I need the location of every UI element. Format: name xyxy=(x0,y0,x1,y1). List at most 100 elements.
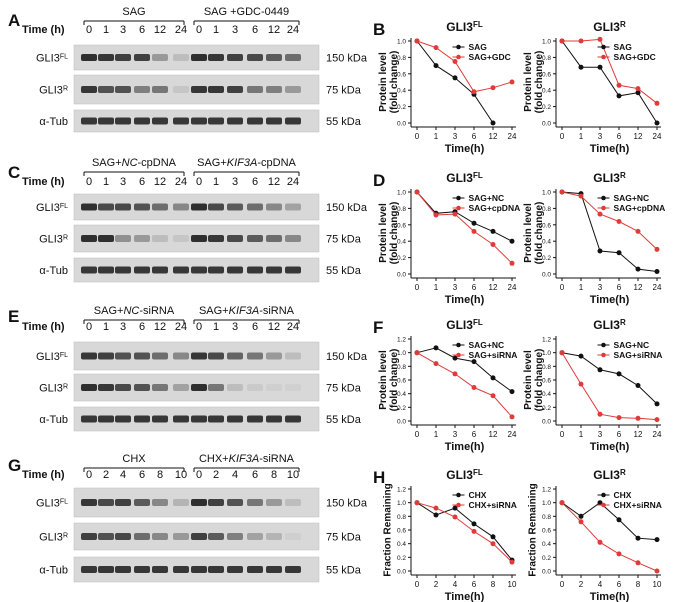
x-tick-label: 12 xyxy=(634,283,643,292)
lane-label: 12 xyxy=(268,24,280,36)
legend-label: SAG+siRNA xyxy=(614,350,663,360)
protein-sup: R xyxy=(63,383,68,390)
blot-band xyxy=(173,266,189,274)
x-axis-label: Time(h) xyxy=(590,591,630,602)
data-point xyxy=(654,269,660,274)
data-point xyxy=(471,528,477,534)
blot-band xyxy=(208,203,224,211)
blot-band xyxy=(266,54,282,61)
lane-label: 2 xyxy=(213,469,219,481)
data-point xyxy=(471,521,477,527)
group-label: SAG+KIF3A-cpDNA xyxy=(197,157,296,169)
legend-label: CHX+siRNA xyxy=(469,500,517,510)
blot-band xyxy=(285,235,301,242)
data-point xyxy=(654,537,660,543)
blot-band xyxy=(285,415,301,423)
x-tick-label: 0 xyxy=(560,580,565,589)
legend-label: SAG+NC xyxy=(469,340,505,350)
protein-sup: R xyxy=(63,532,68,539)
group-label-segment: SAG xyxy=(122,6,145,18)
blot-band xyxy=(81,54,97,61)
blot-band xyxy=(227,54,243,61)
blot-band xyxy=(208,533,224,540)
blot-band xyxy=(285,203,301,211)
legend-label: SAG xyxy=(614,42,633,52)
data-point xyxy=(509,414,515,420)
series-line xyxy=(416,502,513,561)
blot-band xyxy=(227,266,243,274)
x-tick-label: 12 xyxy=(634,132,643,141)
data-point xyxy=(471,220,477,226)
data-point xyxy=(559,500,565,506)
data-point xyxy=(578,513,584,519)
data-point xyxy=(597,64,603,70)
x-axis-label: Time(h) xyxy=(590,441,630,453)
blot-band xyxy=(115,533,131,540)
series-line xyxy=(416,40,513,93)
protein-label: α-Tub xyxy=(39,565,68,577)
blot-band xyxy=(266,499,282,506)
chart-title: GLI3FL xyxy=(446,171,483,186)
group-label-segment: CHX xyxy=(122,453,146,465)
group-label-segment: -siRNA xyxy=(259,453,294,465)
blot-band xyxy=(134,499,150,506)
protein-sup: FL xyxy=(60,498,68,505)
panel-label: G xyxy=(8,456,21,475)
blot-band xyxy=(152,203,168,211)
y-axis-label-line: (fold change) xyxy=(389,202,400,265)
blot-band xyxy=(134,86,150,93)
y-tick-label: 1.0 xyxy=(542,190,551,197)
lane-label: 10 xyxy=(287,469,299,481)
chart-title-text: GLI3 xyxy=(446,20,473,34)
chart-title-text: GLI3 xyxy=(446,468,473,482)
data-point xyxy=(578,381,584,387)
chart-f-r: GLI3R 0.0 0.2 0.4 0.6 0.8 1.0 1.2 0 1 3 6 12 24 Time(h… xyxy=(523,318,662,454)
blot-band xyxy=(227,235,243,242)
legend-label: SAG+NC xyxy=(614,193,650,203)
x-tick-label: 12 xyxy=(634,430,643,439)
x-tick-label: 6 xyxy=(472,132,477,141)
group-label-segment: -cpDNA xyxy=(138,157,177,169)
data-point xyxy=(471,359,477,365)
data-point xyxy=(597,367,603,373)
blot-band xyxy=(81,415,97,423)
legend-label: SAG+GDC xyxy=(614,52,656,62)
x-tick-label: 6 xyxy=(617,580,622,589)
lane-label: 3 xyxy=(120,176,126,188)
protein-label: GLI3R xyxy=(39,234,68,246)
data-point xyxy=(578,38,584,44)
lane-label: 1 xyxy=(103,321,109,333)
legend-label: CHX+siRNA xyxy=(614,500,662,510)
blot-band xyxy=(115,86,131,93)
chart-title-text: GLI3 xyxy=(593,318,620,332)
x-tick-label: 0 xyxy=(415,580,420,589)
data-point xyxy=(509,79,515,85)
data-point xyxy=(433,512,439,518)
x-tick-label: 0 xyxy=(415,430,420,439)
protein-label: GLI3FL xyxy=(36,53,68,65)
y-axis-label: Protein level(fold change) xyxy=(378,51,400,114)
legend-marker xyxy=(601,195,606,201)
blot-band xyxy=(134,533,150,540)
y-tick-label: 0.0 xyxy=(542,419,551,426)
series-line xyxy=(561,502,658,541)
blot-band xyxy=(191,235,207,242)
data-point xyxy=(578,353,584,359)
chart-d-fl: GLI3FL 0.0 0.2 0.4 0.6 0.8 1.0 0 1 3 6 12 24 Time(h) P… xyxy=(378,171,520,307)
group-label-segment: NC xyxy=(123,305,139,317)
legend-marker xyxy=(456,502,461,508)
mw-label: 55 kDa xyxy=(326,565,362,577)
y-tick-label: 0.8 xyxy=(542,55,551,62)
y-tick-label: 0.6 xyxy=(397,378,406,385)
x-tick-label: 1 xyxy=(579,132,584,141)
group-label-segment: SAG+ xyxy=(92,157,122,169)
y-tick-label: 0.2 xyxy=(397,255,406,262)
blot-band xyxy=(173,203,189,211)
blot-band xyxy=(134,384,150,391)
x-tick-label: 1 xyxy=(434,283,439,292)
y-tick-label: 0.2 xyxy=(542,104,551,111)
time-label: Time (h) xyxy=(22,321,65,333)
mw-label: 150 kDa xyxy=(326,53,368,65)
blot-band xyxy=(152,499,168,506)
